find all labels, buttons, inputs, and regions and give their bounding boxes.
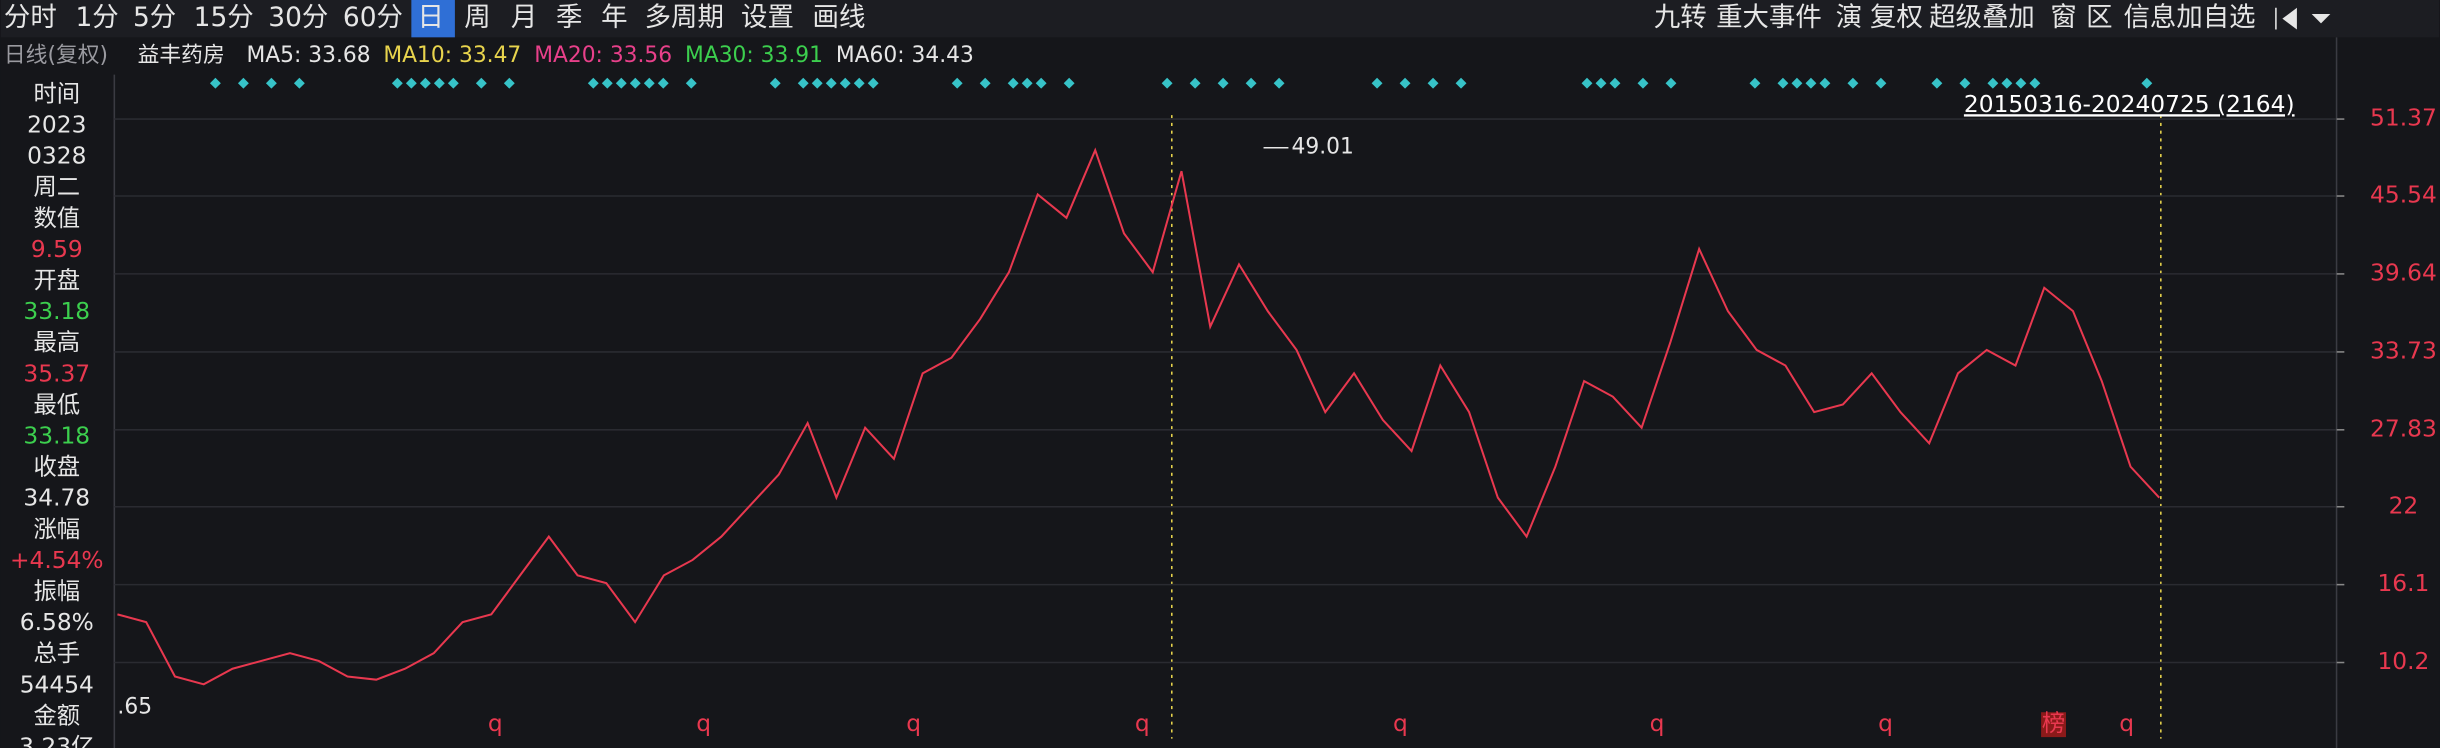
active-tab-bg [411, 0, 455, 38]
tool-button[interactable]: 九转 [1654, 2, 1707, 33]
period-tab[interactable]: 月 [511, 2, 537, 33]
event-marker[interactable]: q [1878, 710, 1893, 737]
side-value: 33.18 [23, 298, 90, 325]
side-value: 9.59 [31, 236, 83, 263]
period-tab[interactable]: 60分 [343, 2, 403, 33]
ma-legend: MA10: 33.47 [383, 43, 521, 68]
event-marker[interactable]: q [1650, 710, 1665, 737]
tool-button[interactable]: 复权 [1870, 2, 1923, 33]
side-value: 2023 [27, 111, 86, 138]
toolbar [0, 0, 2440, 38]
side-value: 3.23亿 [19, 734, 94, 748]
side-value: 34.78 [23, 485, 90, 512]
period-label: 日线(复权) [4, 43, 108, 68]
y-tick-label: 27.83 [2370, 415, 2437, 442]
side-label: 开盘 [33, 267, 80, 294]
period-tab[interactable]: 多周期 [645, 2, 724, 33]
event-icon[interactable] [601, 77, 613, 89]
y-tick-label: 10.2 [2377, 648, 2429, 675]
y-tick-label: 22 [2389, 492, 2419, 519]
period-tab[interactable]: 15分 [194, 2, 254, 33]
stock-name: 益丰药房 [138, 43, 225, 68]
y-tick-label: 51.37 [2370, 105, 2437, 132]
ma-legend: MA5: 33.68 [247, 43, 371, 68]
event-icon[interactable] [587, 77, 599, 89]
y-tick-label: 16.1 [2377, 570, 2429, 597]
period-tab[interactable]: 季 [556, 2, 582, 33]
period-tab[interactable]: 日 [418, 2, 444, 33]
side-label: 总手 [33, 640, 80, 667]
event-marker[interactable]: q [1135, 710, 1150, 737]
period-tab[interactable]: 周 [464, 2, 490, 33]
side-value: 54454 [20, 671, 94, 698]
event-marker[interactable]: q [906, 710, 921, 737]
side-label: 涨幅 [33, 516, 80, 543]
period-tab[interactable]: 1分 [75, 2, 118, 33]
period-tab[interactable]: 分时 [4, 2, 57, 33]
ma-legend: MA20: 33.56 [534, 43, 672, 68]
side-value: 35.37 [23, 360, 90, 387]
tool-button[interactable]: 重大事件 [1716, 2, 1822, 33]
period-tab[interactable]: 画线 [813, 2, 866, 33]
range-label: 20150316-20240725 (2164) [1964, 91, 2295, 118]
event-marker[interactable]: 榜 [2042, 710, 2065, 737]
dropdown-icon[interactable] [2311, 13, 2331, 24]
y-tick-label: 45.54 [2370, 182, 2437, 209]
event-marker[interactable]: q [488, 710, 503, 737]
side-value: 周二 [33, 174, 80, 201]
side-label: 最低 [33, 391, 80, 418]
y-tick-label: 33.73 [2370, 337, 2437, 364]
side-label: 收盘 [33, 454, 80, 481]
side-value: +4.54% [10, 547, 104, 574]
side-label: 金额 [33, 702, 80, 729]
price-line [117, 147, 2161, 686]
nav-icon[interactable] [2275, 7, 2297, 30]
tool-button[interactable]: 区 [2086, 2, 2112, 33]
marker-bg [2041, 712, 2066, 738]
tool-button[interactable]: 超级叠加 [1929, 2, 2035, 33]
event-marker[interactable]: q [2119, 710, 2134, 737]
period-tab[interactable]: 设置 [741, 2, 794, 33]
side-label: 0328 [27, 143, 86, 170]
tool-button[interactable]: 信息加自选 [2124, 2, 2256, 33]
max-label: 49.01 [1292, 135, 1354, 160]
side-label: 振幅 [33, 578, 80, 605]
side-label: 最高 [33, 329, 80, 356]
ma-legend: MA60: 34.43 [836, 43, 974, 68]
period-tab[interactable]: 年 [601, 2, 627, 33]
ma-legend: MA30: 33.91 [685, 43, 823, 68]
side-label: 数值 [33, 205, 80, 232]
side-label: 时间 [33, 80, 80, 107]
period-tab[interactable]: 30分 [268, 2, 328, 33]
period-tab[interactable]: 5分 [133, 2, 176, 33]
y-tick-label: 39.64 [2370, 259, 2437, 286]
event-marker[interactable]: q [696, 710, 711, 737]
tool-button[interactable]: 演 [1836, 2, 1862, 33]
side-value: 33.18 [23, 422, 90, 449]
event-marker[interactable]: q [1393, 710, 1408, 737]
min-label: .65 [117, 695, 152, 720]
side-value: 6.58% [20, 609, 94, 636]
tool-button[interactable]: 窗 [2050, 2, 2076, 33]
